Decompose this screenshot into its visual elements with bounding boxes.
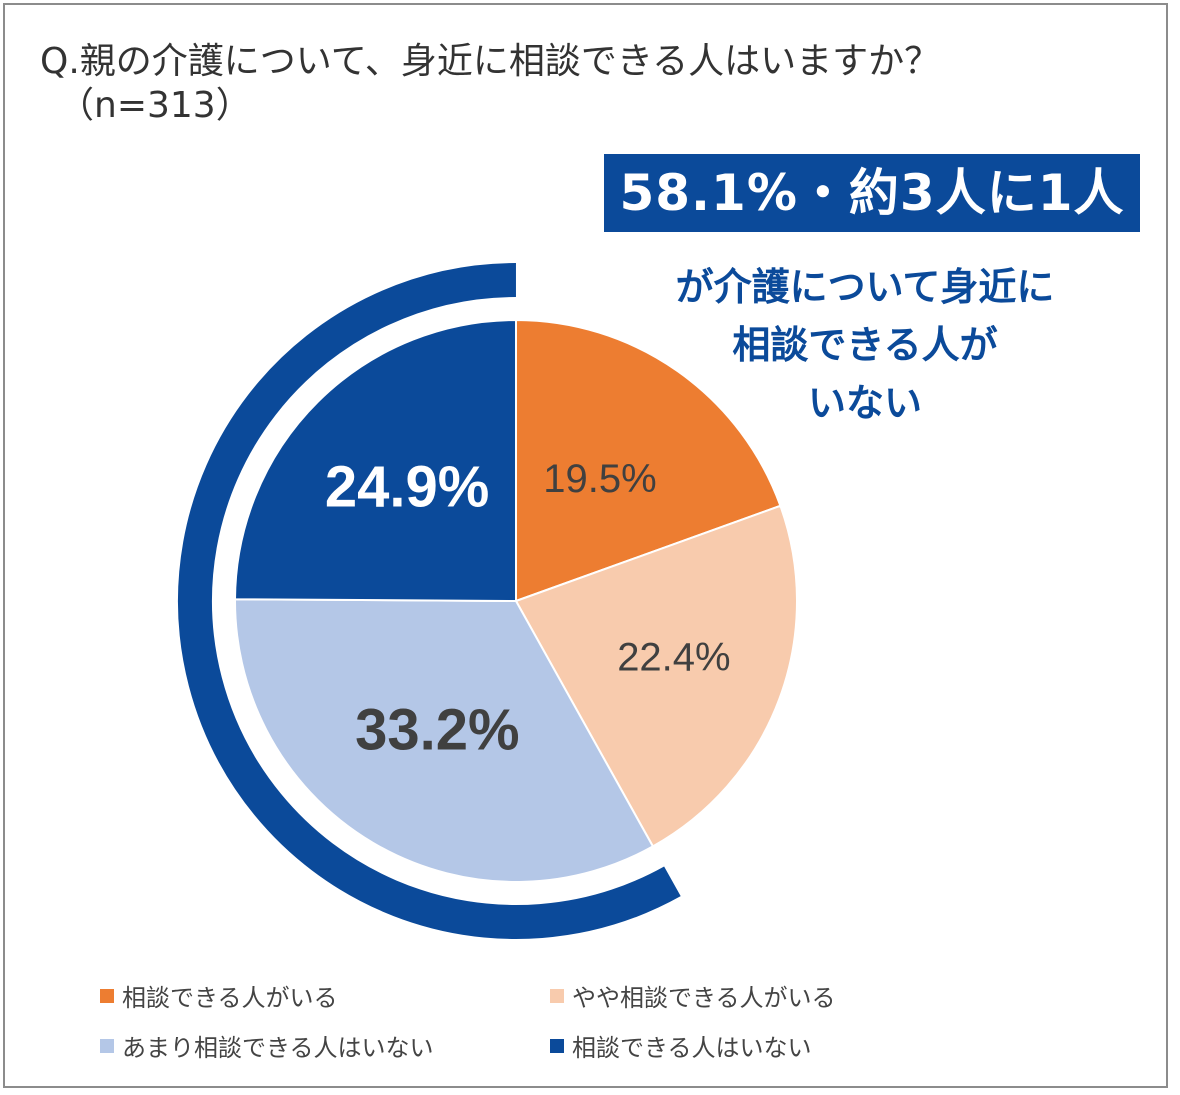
pie-slice-1 [515, 318, 782, 603]
legend-swatch-1 [100, 988, 114, 1003]
headline-banner: 58.1%・約3人に1人 [604, 154, 1140, 232]
callout-line-3: いない [807, 381, 922, 425]
highlight-arc [178, 263, 681, 939]
pie-label-4: 24.9% [325, 455, 489, 520]
callout-line-2: 相談できる人が [732, 323, 998, 367]
chart-title: Q.親の介護について、身近に相談できる人はいますか？ （n=313） [40, 40, 940, 128]
legend-item-2: やや相談できる人がいる [550, 978, 836, 1013]
legend-label-4: 相談できる人はいない [572, 1034, 812, 1062]
pie-labels: 19.5% 22.4% 33.2% 24.9% [325, 455, 731, 763]
callout-line-1: が介護について身近に [675, 265, 1055, 309]
pie-slice-2 [514, 504, 798, 848]
callout-text: が介護について身近に 相談できる人が いない [600, 258, 1130, 432]
pie-label-3: 33.2% [355, 697, 519, 762]
pie-label-1: 19.5% [543, 457, 656, 501]
legend-label-2: やや相談できる人がいる [572, 984, 836, 1012]
legend-swatch-2 [550, 988, 564, 1003]
title-sample-size: （n=313） [58, 85, 252, 126]
pie-slices [233, 318, 798, 883]
pie-label-2: 22.4% [617, 636, 730, 680]
legend-item-4: 相談できる人はいない [550, 1028, 812, 1063]
legend-item-3: あまり相談できる人はいない [100, 1028, 434, 1063]
legend-swatch-3 [100, 1038, 114, 1053]
pie-slice-4 [233, 318, 517, 603]
legend-swatch-4 [550, 1038, 564, 1053]
pie-slice-3 [234, 598, 655, 883]
title-question: Q.親の介護について、身近に相談できる人はいますか？ [40, 41, 941, 82]
legend-label-1: 相談できる人がいる [122, 984, 338, 1012]
legend-item-1: 相談できる人がいる [100, 978, 338, 1013]
legend-label-3: あまり相談できる人はいない [122, 1034, 434, 1062]
